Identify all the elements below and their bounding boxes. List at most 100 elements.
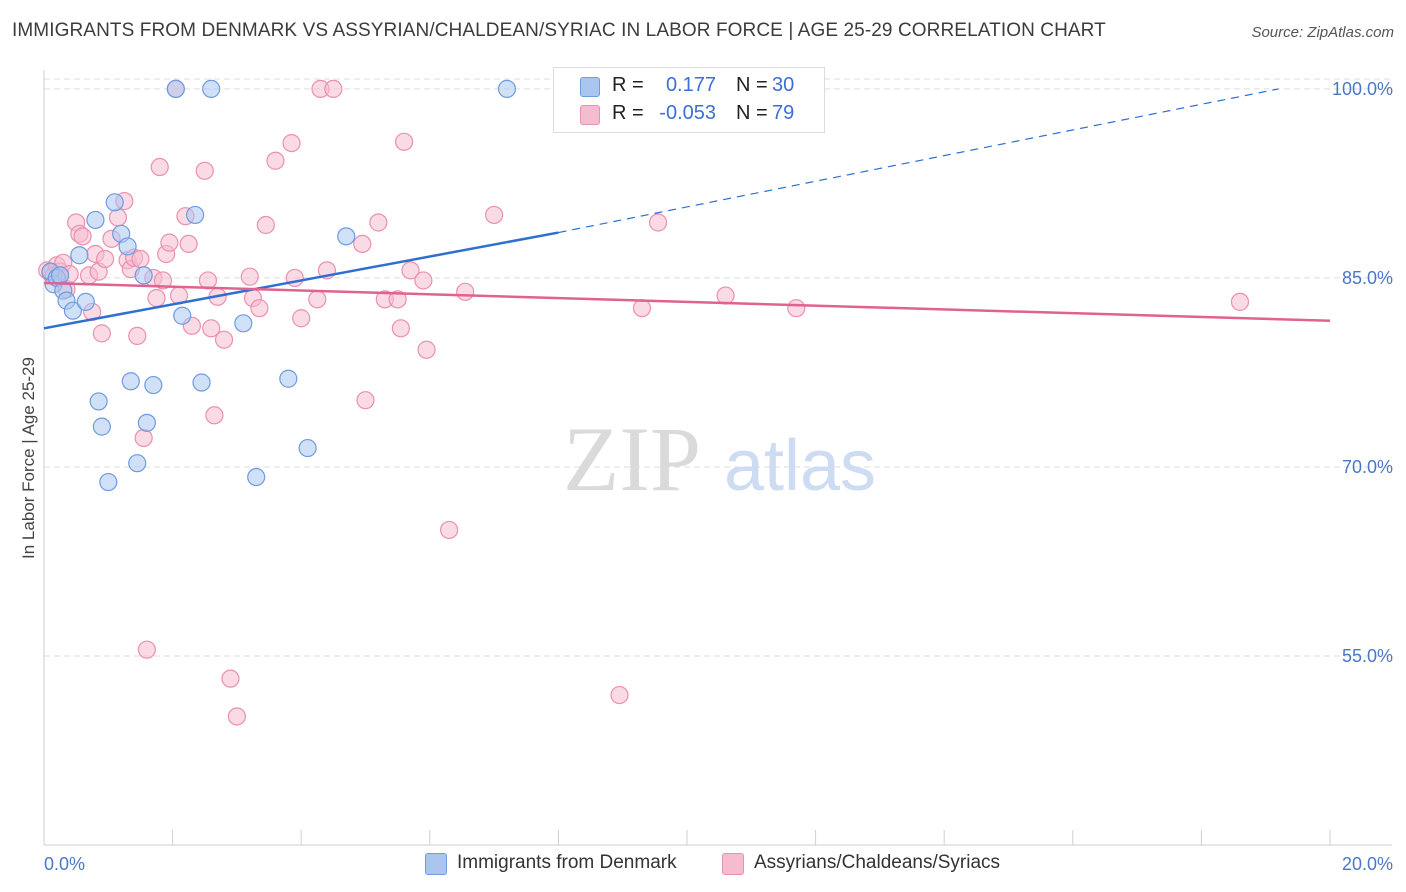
y-tick-label: 100.0% xyxy=(1332,79,1393,99)
legend-n-value: 30 xyxy=(772,74,795,96)
bottom-legend: Immigrants from Denmark Assyrians/Chalde… xyxy=(0,851,1406,879)
axes xyxy=(43,70,1392,846)
point-assyrian xyxy=(324,79,343,99)
point-assyrian xyxy=(256,215,275,235)
y-tick-label: 85.0% xyxy=(1342,268,1393,288)
point-denmark xyxy=(86,210,105,230)
point-denmark xyxy=(186,205,205,225)
point-denmark xyxy=(298,438,317,458)
point-assyrian xyxy=(250,299,269,318)
legend-r-label: R = xyxy=(612,102,644,124)
point-assyrian xyxy=(417,340,436,359)
point-assyrian xyxy=(394,132,414,151)
point-denmark xyxy=(192,373,211,392)
legend-row-assyrian: R = -0.053 N = 79 xyxy=(554,101,824,129)
point-assyrian xyxy=(391,319,410,338)
trend-line-assyrian xyxy=(43,281,1331,323)
point-denmark xyxy=(173,306,192,325)
point-denmark xyxy=(70,246,89,265)
point-denmark xyxy=(166,79,185,99)
point-denmark xyxy=(202,79,221,99)
point-denmark xyxy=(118,237,137,256)
point-assyrian xyxy=(131,249,150,269)
point-denmark xyxy=(247,467,266,487)
bottom-legend-swatch-assyrian xyxy=(722,853,744,875)
point-assyrian xyxy=(787,299,806,318)
data-points xyxy=(38,79,1250,726)
point-assyrian xyxy=(195,161,214,180)
bottom-legend-swatch-denmark xyxy=(425,853,447,875)
point-assyrian xyxy=(1230,292,1250,311)
point-denmark xyxy=(234,314,253,333)
point-assyrian xyxy=(92,324,111,343)
point-assyrian xyxy=(610,685,629,705)
point-assyrian xyxy=(137,640,156,659)
point-denmark xyxy=(89,392,108,411)
y-tick-label: 70.0% xyxy=(1342,457,1393,477)
gridlines xyxy=(44,78,1392,657)
point-assyrian xyxy=(179,234,198,254)
point-assyrian xyxy=(401,261,420,280)
point-assyrian xyxy=(147,288,166,308)
trend-line-denmark-extension xyxy=(558,88,1279,234)
y-tick-label: 55.0% xyxy=(1342,646,1393,666)
y-axis-label: In Labor Force | Age 25-29 xyxy=(19,357,38,559)
point-denmark xyxy=(134,266,153,285)
point-assyrian xyxy=(221,669,240,688)
point-assyrian xyxy=(632,299,652,318)
point-denmark xyxy=(497,79,517,99)
point-assyrian xyxy=(439,520,459,540)
point-assyrian xyxy=(414,271,433,290)
point-assyrian xyxy=(716,286,735,305)
point-assyrian xyxy=(95,249,115,269)
watermark-zip: ZIP xyxy=(563,408,701,510)
trend-lines xyxy=(43,88,1331,330)
point-denmark xyxy=(76,292,95,311)
point-assyrian xyxy=(353,234,372,254)
point-denmark xyxy=(279,369,298,388)
point-denmark xyxy=(92,417,111,436)
point-assyrian xyxy=(648,213,668,232)
watermark: ZIP atlas xyxy=(563,408,876,510)
point-denmark xyxy=(99,472,118,492)
legend: R = 0.177 N = 30 R = -0.053 N = 79 xyxy=(553,67,825,133)
legend-row-denmark: R = 0.177 N = 30 xyxy=(554,73,824,101)
legend-r-label: R = xyxy=(612,74,644,96)
point-denmark xyxy=(337,227,356,246)
legend-r-value: -0.053 xyxy=(659,102,716,124)
legend-r-value: 0.177 xyxy=(665,74,716,96)
point-assyrian xyxy=(485,205,504,225)
point-assyrian xyxy=(240,267,259,286)
point-assyrian xyxy=(202,319,221,338)
point-assyrian xyxy=(128,326,147,345)
point-assyrian xyxy=(153,271,173,290)
point-assyrian xyxy=(214,330,234,349)
point-assyrian xyxy=(356,391,375,410)
point-denmark xyxy=(63,301,83,320)
tick-labels: 55.0% 70.0% 85.0% 100.0% 0.0% 20.0% xyxy=(44,79,1393,874)
legend-n-label: N = xyxy=(736,102,768,124)
point-assyrian xyxy=(292,309,311,328)
point-assyrian xyxy=(456,282,475,301)
point-assyrian xyxy=(73,227,92,246)
point-assyrian xyxy=(227,707,246,726)
point-assyrian xyxy=(369,213,388,232)
point-assyrian xyxy=(282,133,301,153)
source-credit: Source: ZipAtlas.com xyxy=(1251,24,1394,41)
point-assyrian xyxy=(134,428,153,448)
point-denmark xyxy=(105,193,124,212)
watermark-atlas: atlas xyxy=(724,426,876,506)
point-assyrian xyxy=(266,151,285,170)
point-assyrian xyxy=(205,406,224,425)
point-denmark xyxy=(144,375,163,395)
chart-title: IMMIGRANTS FROM DENMARK VS ASSYRIAN/CHAL… xyxy=(12,20,1106,41)
x-tick-label: 20.0% xyxy=(1342,854,1393,874)
point-assyrian xyxy=(160,233,179,252)
point-assyrian xyxy=(308,290,327,309)
bottom-legend-label: Assyrians/Chaldeans/Syriacs xyxy=(754,852,1001,873)
point-denmark xyxy=(121,372,140,391)
point-assyrian xyxy=(150,157,169,177)
point-assyrian xyxy=(108,208,128,227)
legend-n-value: 79 xyxy=(772,102,795,124)
